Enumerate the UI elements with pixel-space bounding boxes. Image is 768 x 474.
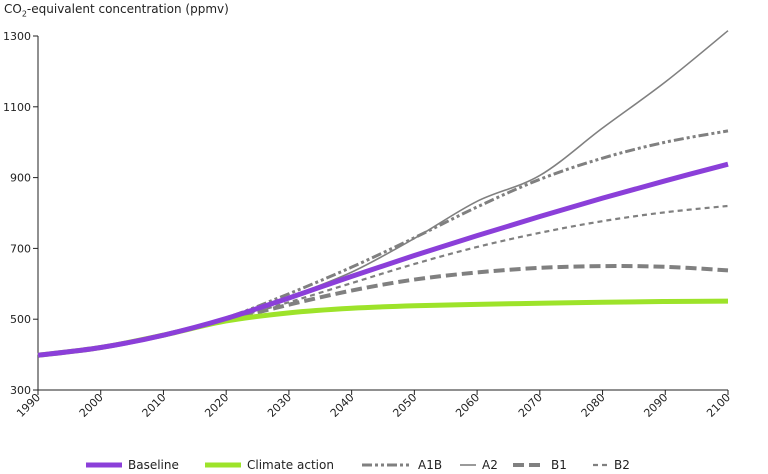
x-tick-label: 2040 <box>328 391 357 420</box>
y-tick-label: 300 <box>10 384 31 397</box>
x-tick-label: 2060 <box>453 391 482 420</box>
legend-label-b2: B2 <box>614 458 630 472</box>
x-tick-label: 2030 <box>265 391 294 420</box>
legend-label-climate-action: Climate action <box>247 458 334 472</box>
y-tick-label: 1300 <box>3 30 31 43</box>
legend-label-a1b: A1B <box>418 458 442 472</box>
x-tick-label: 2080 <box>579 391 608 420</box>
series-line-b1 <box>37 264 729 358</box>
series-line-a1b <box>37 129 729 357</box>
y-tick-label: 1100 <box>3 101 31 114</box>
legend-label-a2: A2 <box>482 458 498 472</box>
x-tick-label: 2000 <box>77 391 106 420</box>
y-tick-label: 900 <box>10 172 31 185</box>
y-axis-title: CO2-equivalent concentration (ppmv) <box>4 2 229 19</box>
series-line-climate-action <box>37 298 729 358</box>
x-tick-label: 2070 <box>516 391 545 420</box>
legend-label-baseline: Baseline <box>128 458 179 472</box>
y-tick-label: 700 <box>10 242 31 255</box>
legend: Baseline Climate action A1B A2 B1 B2 <box>86 458 630 472</box>
x-tick-label: 2100 <box>704 391 733 420</box>
series-line-baseline <box>37 161 729 358</box>
y-tick-label: 500 <box>10 313 31 326</box>
x-tick-label: 2010 <box>140 391 169 420</box>
x-tick-label: 2090 <box>641 391 670 420</box>
legend-label-b1: B1 <box>551 458 567 472</box>
x-tick-label: 2020 <box>202 391 231 420</box>
x-tick-label: 2050 <box>390 391 419 420</box>
series-layer <box>37 30 729 358</box>
series-line-b2 <box>37 204 729 357</box>
